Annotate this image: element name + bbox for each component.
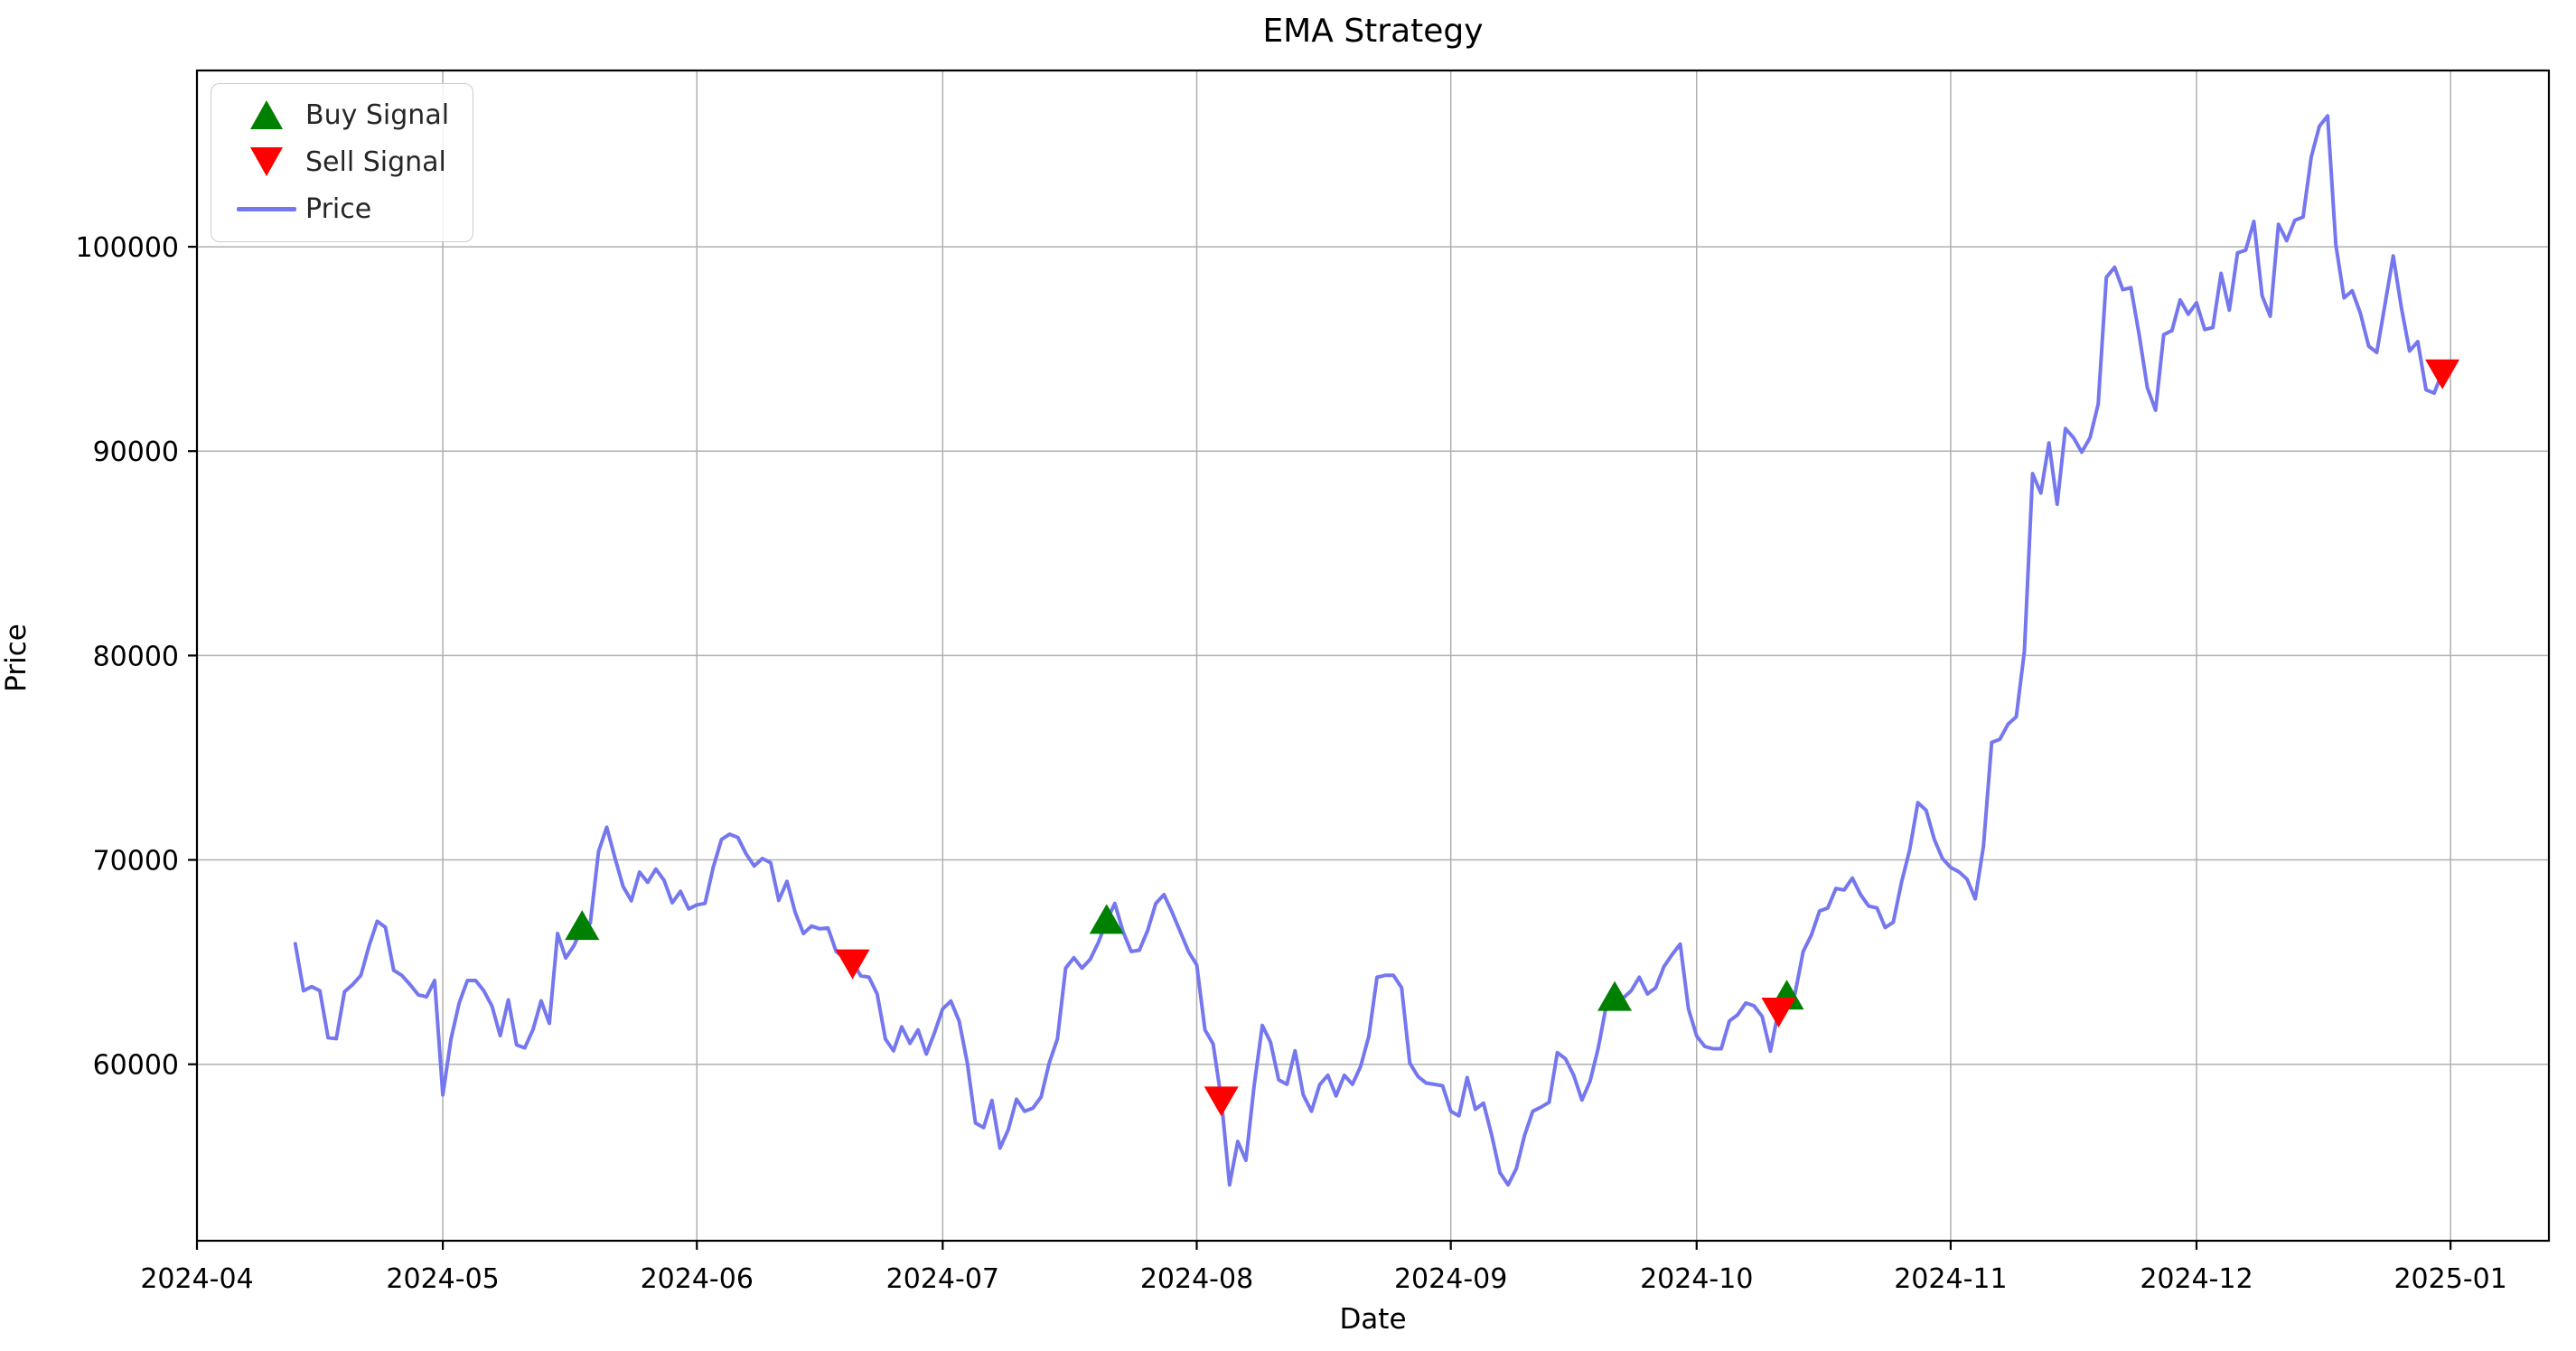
x-tick-label: 2024-07 bbox=[886, 1263, 999, 1295]
buy-signal-icon bbox=[228, 99, 305, 130]
x-tick-label: 2024-04 bbox=[140, 1263, 253, 1295]
x-tick-label: 2024-06 bbox=[641, 1263, 754, 1295]
sell-signal-marker bbox=[2425, 359, 2460, 389]
sell-signal-icon bbox=[228, 146, 305, 177]
sell-signal-marker bbox=[1761, 998, 1796, 1028]
x-tick-label: 2024-10 bbox=[1640, 1263, 1753, 1295]
x-tick-label: 2024-12 bbox=[2140, 1263, 2253, 1295]
x-tick-label: 2025-01 bbox=[2393, 1263, 2506, 1295]
legend-label-sell: Sell Signal bbox=[305, 145, 446, 178]
legend-item-price: Price bbox=[228, 187, 449, 230]
y-tick-label: 90000 bbox=[93, 436, 179, 468]
x-tick-label: 2024-09 bbox=[1394, 1263, 1507, 1295]
legend-label-price: Price bbox=[305, 192, 372, 225]
buy-signal-marker bbox=[565, 910, 600, 941]
x-tick-label: 2024-11 bbox=[1894, 1263, 2007, 1295]
sell-signal-marker bbox=[835, 949, 870, 980]
legend-item-buy: Buy Signal bbox=[228, 93, 449, 136]
x-axis-label: Date bbox=[1339, 1303, 1407, 1336]
chart-title: EMA Strategy bbox=[1262, 13, 1484, 50]
price-line-swatch bbox=[237, 206, 296, 211]
y-tick-label: 80000 bbox=[93, 641, 179, 672]
x-tick-label: 2024-08 bbox=[1140, 1263, 1253, 1295]
y-tick-label: 60000 bbox=[93, 1050, 179, 1082]
legend: Buy Signal Sell Signal Price bbox=[211, 83, 474, 242]
price-line-icon bbox=[228, 206, 305, 211]
legend-item-sell: Sell Signal bbox=[228, 140, 449, 183]
y-axis-label: Price bbox=[0, 624, 33, 692]
sell-signal-marker bbox=[1204, 1086, 1239, 1117]
y-tick-label: 100000 bbox=[75, 232, 179, 264]
buy-signal-marker bbox=[1597, 980, 1633, 1011]
y-tick-label: 70000 bbox=[93, 846, 179, 877]
buy-signal-marker bbox=[1089, 904, 1124, 934]
x-tick-label: 2024-05 bbox=[386, 1263, 499, 1295]
legend-label-buy: Buy Signal bbox=[305, 99, 450, 131]
price-line bbox=[293, 114, 2445, 1187]
